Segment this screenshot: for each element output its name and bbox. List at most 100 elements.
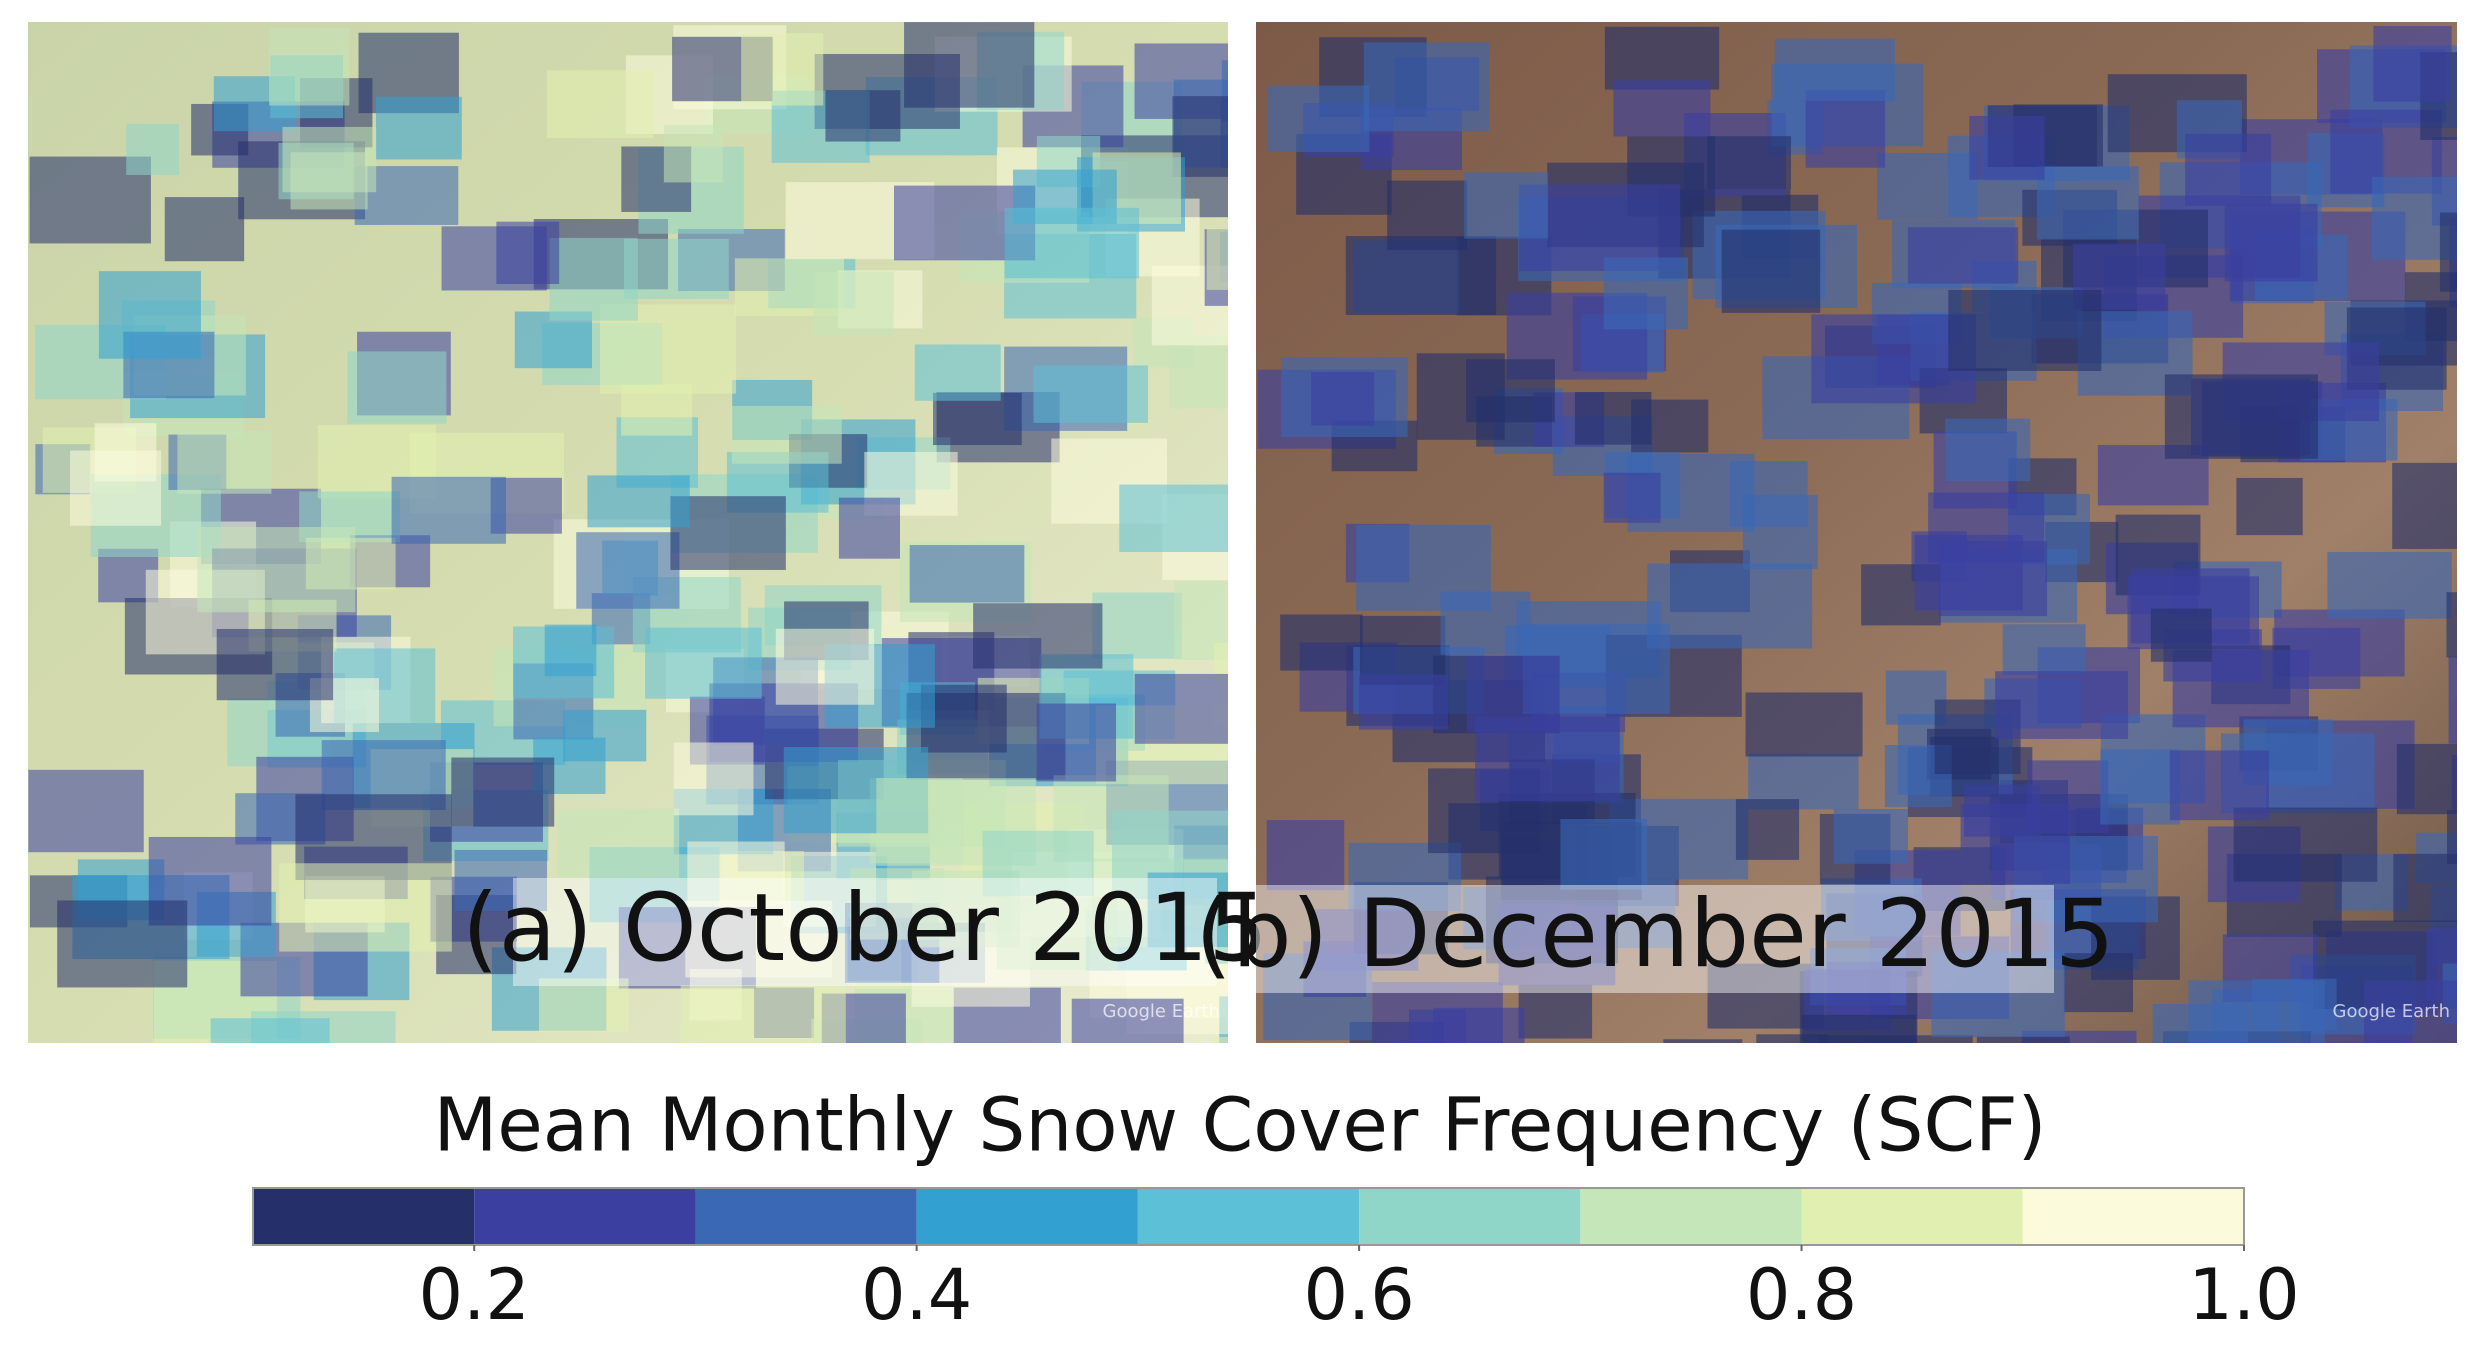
cell bbox=[1172, 96, 1228, 177]
colorbar-bin bbox=[474, 1188, 696, 1245]
cell bbox=[775, 628, 875, 705]
cell bbox=[94, 423, 157, 482]
cell bbox=[1266, 85, 1370, 153]
cell bbox=[562, 709, 647, 762]
tick-label: 0.2 bbox=[419, 1254, 530, 1336]
cell bbox=[1169, 335, 1228, 409]
colorbar-bin bbox=[1580, 1188, 1802, 1245]
cell bbox=[1756, 1034, 1829, 1043]
panel-label: (b) December 2015 bbox=[1195, 880, 2114, 989]
colorbar-bin bbox=[2022, 1188, 2244, 1245]
cell bbox=[1221, 60, 1228, 122]
cell bbox=[2327, 551, 2452, 619]
cell bbox=[1119, 484, 1228, 552]
cell bbox=[1280, 614, 1363, 671]
panel-a bbox=[28, 22, 1228, 1043]
colorbar-bin bbox=[1801, 1188, 2023, 1245]
cell bbox=[1931, 951, 2065, 1038]
cell bbox=[1004, 207, 1140, 279]
cell bbox=[197, 527, 356, 613]
cell bbox=[549, 237, 638, 321]
cell bbox=[1995, 671, 2129, 739]
tick-label: 0.4 bbox=[861, 1254, 972, 1336]
cell bbox=[1466, 359, 1555, 423]
cell bbox=[1574, 391, 1652, 445]
cell bbox=[1833, 808, 1909, 864]
cell bbox=[1036, 703, 1117, 782]
cell bbox=[973, 603, 1103, 669]
colorbar-bin bbox=[916, 1188, 1138, 1245]
cell bbox=[1938, 541, 2048, 617]
cell bbox=[904, 22, 1035, 108]
cell bbox=[164, 197, 245, 262]
cell bbox=[2224, 203, 2318, 282]
cell bbox=[2063, 953, 2134, 1013]
cell bbox=[741, 33, 824, 106]
cell bbox=[538, 978, 629, 1033]
cell bbox=[663, 124, 723, 183]
cell bbox=[1745, 692, 1863, 757]
cell bbox=[909, 545, 1025, 603]
cell bbox=[1821, 878, 1922, 941]
tick-label: 0.6 bbox=[1303, 1254, 1414, 1336]
cell bbox=[57, 900, 188, 988]
cell bbox=[825, 90, 901, 142]
cell bbox=[2364, 980, 2457, 1043]
cell bbox=[576, 532, 680, 609]
cell bbox=[1805, 90, 1886, 168]
cell bbox=[1071, 998, 1184, 1043]
cell bbox=[1147, 872, 1228, 948]
cell bbox=[731, 405, 842, 464]
cell bbox=[914, 344, 1001, 401]
cell bbox=[2396, 743, 2457, 815]
cell bbox=[1356, 524, 1491, 611]
cell bbox=[98, 271, 201, 359]
cell bbox=[920, 684, 1007, 753]
cell bbox=[1604, 26, 1720, 90]
cell bbox=[982, 830, 1094, 897]
cell bbox=[546, 70, 654, 139]
watermark: Google Earth bbox=[1103, 1001, 1220, 1022]
cell bbox=[210, 1018, 330, 1043]
cell bbox=[177, 430, 272, 494]
cell bbox=[1359, 674, 1449, 730]
cell bbox=[1801, 1014, 1917, 1043]
cell bbox=[2446, 592, 2457, 658]
cell bbox=[279, 863, 452, 952]
cell bbox=[1707, 136, 1791, 190]
cell bbox=[645, 627, 762, 699]
cell bbox=[1948, 289, 2102, 371]
tick-label: 1.0 bbox=[2188, 1254, 2299, 1336]
cell bbox=[623, 238, 729, 300]
cell bbox=[454, 849, 548, 912]
cell bbox=[680, 985, 846, 1043]
snow-cover-cells bbox=[1257, 25, 2457, 1043]
cell bbox=[1518, 984, 1593, 1039]
watermark: Google Earth bbox=[2333, 1001, 2450, 1022]
cell bbox=[2185, 133, 2272, 206]
cell bbox=[1409, 1009, 1466, 1043]
cell bbox=[838, 497, 900, 559]
tick-label: 0.8 bbox=[1746, 1254, 1857, 1336]
cell bbox=[290, 152, 368, 210]
cell bbox=[1603, 257, 1688, 330]
cell bbox=[2002, 624, 2086, 675]
cell bbox=[1210, 1037, 1228, 1043]
cell bbox=[347, 351, 447, 424]
cell bbox=[2036, 166, 2139, 240]
cell bbox=[2163, 1031, 2311, 1043]
cell bbox=[2169, 750, 2269, 821]
cell bbox=[558, 808, 680, 878]
cell bbox=[587, 475, 690, 528]
colorbar: 0.2 0.4 0.6 0.8 1.0 bbox=[252, 1187, 2300, 1336]
cell bbox=[1206, 228, 1228, 290]
cell bbox=[514, 311, 593, 369]
cell bbox=[2100, 749, 2181, 825]
colorbar-bin bbox=[1359, 1188, 1581, 1245]
cell bbox=[687, 841, 785, 907]
cell bbox=[375, 96, 462, 160]
cell bbox=[1560, 818, 1648, 890]
cell bbox=[1303, 941, 1367, 997]
cell bbox=[1907, 227, 2019, 284]
cell bbox=[28, 769, 144, 853]
